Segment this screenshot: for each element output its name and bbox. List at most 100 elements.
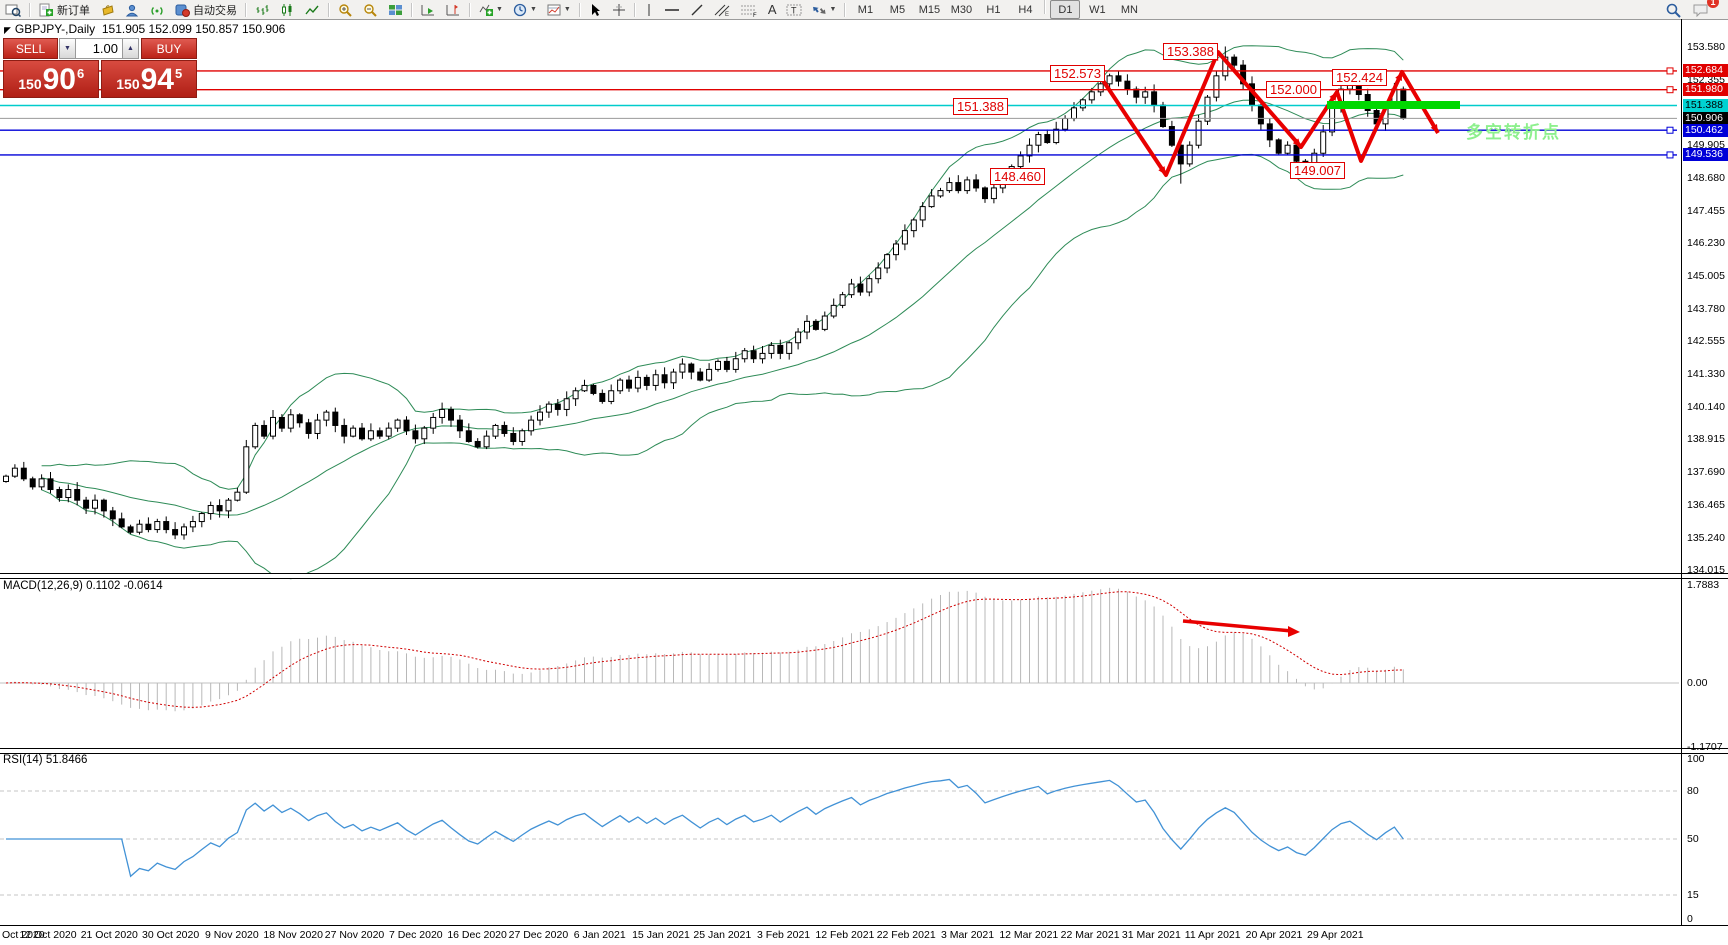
vertical-line-icon[interactable]: [640, 0, 658, 19]
symbol-period: GBPJPY-,Daily: [14, 22, 96, 36]
candle-body: [1240, 64, 1247, 85]
trendline-icon[interactable]: [686, 0, 708, 19]
candle-body: [910, 219, 917, 232]
crosshair-icon[interactable]: [608, 0, 630, 19]
line-handle[interactable]: [1666, 86, 1674, 94]
rsi-line: [6, 778, 1404, 878]
fibonacci-icon[interactable]: F: [736, 0, 762, 19]
buy-button[interactable]: BUY: [141, 38, 197, 59]
price-axis-tick: 147.455: [1687, 204, 1725, 217]
search-icon[interactable]: [1661, 0, 1686, 19]
timeframe-button-D1[interactable]: D1: [1050, 0, 1081, 19]
candle-body: [706, 368, 713, 381]
candle-body: [510, 432, 517, 442]
rsi-panel-splitter[interactable]: [0, 748, 1728, 754]
candle-body: [207, 505, 214, 515]
macd-panel-splitter[interactable]: [0, 573, 1728, 579]
auto-scroll-icon[interactable]: [417, 0, 440, 19]
text-label-icon[interactable]: T: [782, 0, 806, 19]
text-icon[interactable]: A: [767, 2, 777, 17]
window-preview-icon[interactable]: [1, 0, 25, 19]
candle-body: [572, 390, 579, 400]
price-annotation: 152.573: [1050, 65, 1105, 82]
candle-body: [403, 419, 410, 432]
zoom-out-icon[interactable]: [359, 0, 382, 19]
price-axis-tick: 140.140: [1687, 400, 1725, 413]
timeframe-button-H4[interactable]: H4: [1018, 3, 1033, 16]
sell-button[interactable]: SELL: [3, 38, 58, 59]
chat-icon[interactable]: 1: [1688, 0, 1719, 19]
arrows-button[interactable]: ▼: [808, 0, 840, 19]
volume-increase-button[interactable]: ▲: [122, 38, 139, 59]
timeframe-button-MN[interactable]: MN: [1120, 3, 1138, 16]
toolbar-separator: [328, 2, 330, 17]
periods-button[interactable]: ▼: [509, 0, 541, 19]
volume-input[interactable]: [76, 38, 122, 59]
horizontal-line-icon[interactable]: [660, 0, 684, 19]
rsi-axis-tick: 15: [1687, 889, 1699, 901]
rsi-axis-tick: 100: [1687, 753, 1705, 765]
timeframe-button-M1[interactable]: M1: [857, 3, 874, 16]
price-annotation: 148.460: [990, 168, 1045, 185]
candle-body: [1124, 80, 1131, 90]
arrowhead: [1158, 166, 1166, 175]
templates-button[interactable]: ▼: [543, 0, 575, 19]
candle-body: [795, 331, 802, 344]
bar-chart-icon[interactable]: [251, 0, 274, 19]
timeframe-button-W1[interactable]: W1: [1089, 3, 1106, 16]
svg-text:T: T: [791, 5, 797, 15]
date-axis-label: 30 Oct 2020: [141, 929, 200, 941]
candle-body: [109, 510, 116, 520]
price-axis-tick: 143.780: [1687, 302, 1725, 315]
green-resistance-bar[interactable]: [1327, 101, 1460, 109]
timeframe-button-M15[interactable]: M15: [918, 3, 941, 16]
candle-body: [332, 411, 339, 426]
candle-body: [385, 427, 392, 437]
sell-price[interactable]: 150 90 6: [3, 60, 100, 98]
date-axis-label: 27 Dec 2020: [508, 929, 569, 941]
volume-decrease-button[interactable]: ▼: [59, 38, 76, 59]
candle-body: [350, 427, 357, 437]
candle-body: [287, 414, 294, 429]
candle-body: [697, 371, 704, 381]
tile-windows-icon[interactable]: [384, 0, 407, 19]
timeframe-button-M30[interactable]: M30: [950, 3, 973, 16]
candle-body: [1062, 118, 1069, 130]
autotrading-button[interactable]: 自动交易: [171, 0, 241, 19]
one-click-toggle-icon[interactable]: ◤: [4, 25, 11, 35]
price-axis-tick: 149.905: [1687, 139, 1725, 152]
candle-body: [1284, 144, 1291, 154]
timeframe-button-H1[interactable]: H1: [986, 3, 1001, 16]
date-axis-label: 15 Jan 2021: [632, 929, 690, 941]
price-badge: 150.462: [1683, 123, 1728, 137]
equidistant-channel-icon[interactable]: E: [710, 0, 734, 19]
candle-body: [732, 358, 739, 370]
candle-body: [501, 424, 508, 434]
macd-trend-arrow[interactable]: [1182, 619, 1293, 633]
buy-price[interactable]: 150 94 5: [101, 60, 197, 98]
zigzag-trend-arrows[interactable]: [1094, 50, 1440, 177]
macd-axis-tick: -1.1707: [1687, 741, 1723, 754]
timeframe-button-M5[interactable]: M5: [889, 3, 906, 16]
community-icon[interactable]: [121, 0, 144, 19]
rsi-axis-tick: 0: [1687, 913, 1693, 925]
date-axis-line: [0, 925, 1728, 926]
signals-icon[interactable]: [146, 0, 169, 19]
candle-chart-icon[interactable]: [276, 0, 299, 19]
new-order-button[interactable]: 新订单: [35, 0, 94, 19]
line-handle[interactable]: [1666, 126, 1674, 134]
line-chart-icon[interactable]: [301, 0, 324, 19]
cursor-icon[interactable]: [585, 0, 606, 19]
zoom-in-icon[interactable]: [334, 0, 357, 19]
price-badge: 151.388: [1683, 99, 1728, 112]
line-handle[interactable]: [1666, 67, 1674, 75]
candle-body: [1329, 107, 1336, 133]
candle-body: [955, 182, 962, 192]
market-icon[interactable]: [96, 0, 119, 19]
line-handle[interactable]: [1666, 151, 1674, 159]
indicators-button[interactable]: ▼: [475, 0, 507, 19]
price-axis-tick: 141.330: [1687, 368, 1725, 380]
rsi-axis-tick: 80: [1687, 785, 1699, 797]
chart-shift-icon[interactable]: [442, 0, 465, 19]
